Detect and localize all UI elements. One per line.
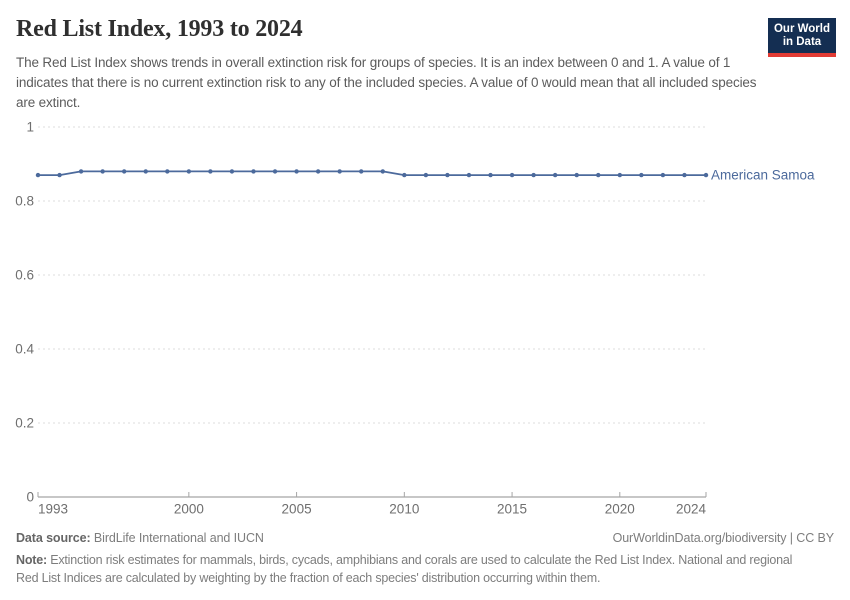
data-point[interactable]: [100, 169, 105, 174]
owid-logo[interactable]: Our World in Data: [768, 18, 836, 57]
x-axis-tick-label: 2015: [497, 502, 527, 517]
data-point[interactable]: [423, 172, 429, 178]
owid-logo-line1: Our World: [773, 22, 830, 35]
data-source-label: Data source:: [16, 531, 91, 545]
y-axis-tick-label: 1: [26, 120, 34, 135]
y-axis-tick-label: 0.8: [15, 194, 34, 209]
data-point[interactable]: [639, 172, 644, 178]
data-point[interactable]: [57, 172, 62, 178]
data-point[interactable]: [315, 169, 321, 174]
note-label: Note:: [16, 553, 47, 567]
data-point[interactable]: [682, 172, 687, 178]
x-axis-tick-label: 1993: [38, 502, 68, 517]
data-point[interactable]: [78, 169, 84, 174]
data-point[interactable]: [229, 169, 235, 174]
y-axis-tick-label: 0: [26, 490, 34, 505]
y-axis-tick-label: 0.6: [15, 268, 34, 283]
data-point[interactable]: [531, 172, 536, 178]
data-point[interactable]: [466, 172, 472, 178]
data-point[interactable]: [660, 172, 666, 178]
data-point[interactable]: [359, 169, 364, 174]
data-point[interactable]: [488, 172, 493, 178]
note-text: Extinction risk estimates for mammals, b…: [16, 553, 793, 585]
footer-note: Note: Extinction risk estimates for mamm…: [16, 551, 806, 587]
data-point[interactable]: [251, 169, 256, 174]
x-axis-tick-label: 2010: [389, 502, 419, 517]
x-axis-tick-label: 2005: [282, 502, 312, 517]
data-point[interactable]: [380, 169, 385, 174]
data-point[interactable]: [143, 169, 148, 174]
data-point[interactable]: [509, 172, 515, 178]
data-source-value: BirdLife International and IUCN: [90, 531, 264, 545]
data-point[interactable]: [552, 172, 558, 178]
owid-logo-line2: in Data: [782, 36, 822, 48]
y-axis-tick-label: 0.2: [15, 416, 34, 431]
data-point[interactable]: [121, 169, 127, 174]
data-point[interactable]: [272, 169, 278, 174]
data-point[interactable]: [208, 169, 213, 174]
series-label[interactable]: American Samoa: [711, 168, 815, 183]
data-point[interactable]: [294, 169, 299, 174]
data-point[interactable]: [35, 172, 41, 178]
data-point[interactable]: [165, 169, 170, 174]
footer-source-row: Data source: BirdLife International and …: [16, 530, 834, 547]
chart-subtitle: The Red List Index shows trends in overa…: [16, 55, 757, 110]
data-point[interactable]: [617, 172, 623, 178]
data-point[interactable]: [337, 169, 342, 174]
series-line[interactable]: [38, 170, 706, 177]
data-point[interactable]: [445, 172, 450, 178]
data-source: Data source: BirdLife International and …: [16, 530, 264, 547]
x-axis-tick-label: 2020: [605, 502, 635, 517]
y-axis-tick-label: 0.4: [15, 342, 34, 357]
origin-link[interactable]: OurWorldinData.org/biodiversity | CC BY: [612, 531, 835, 545]
page-title: Red List Index, 1993 to 2024: [16, 16, 303, 42]
data-point[interactable]: [402, 172, 407, 178]
data-point[interactable]: [703, 172, 709, 178]
data-point[interactable]: [596, 172, 601, 178]
data-point[interactable]: [574, 172, 579, 178]
x-axis-tick-label: 2000: [174, 502, 204, 517]
data-point[interactable]: [186, 169, 192, 174]
x-axis-tick-label: 2024: [676, 502, 707, 517]
